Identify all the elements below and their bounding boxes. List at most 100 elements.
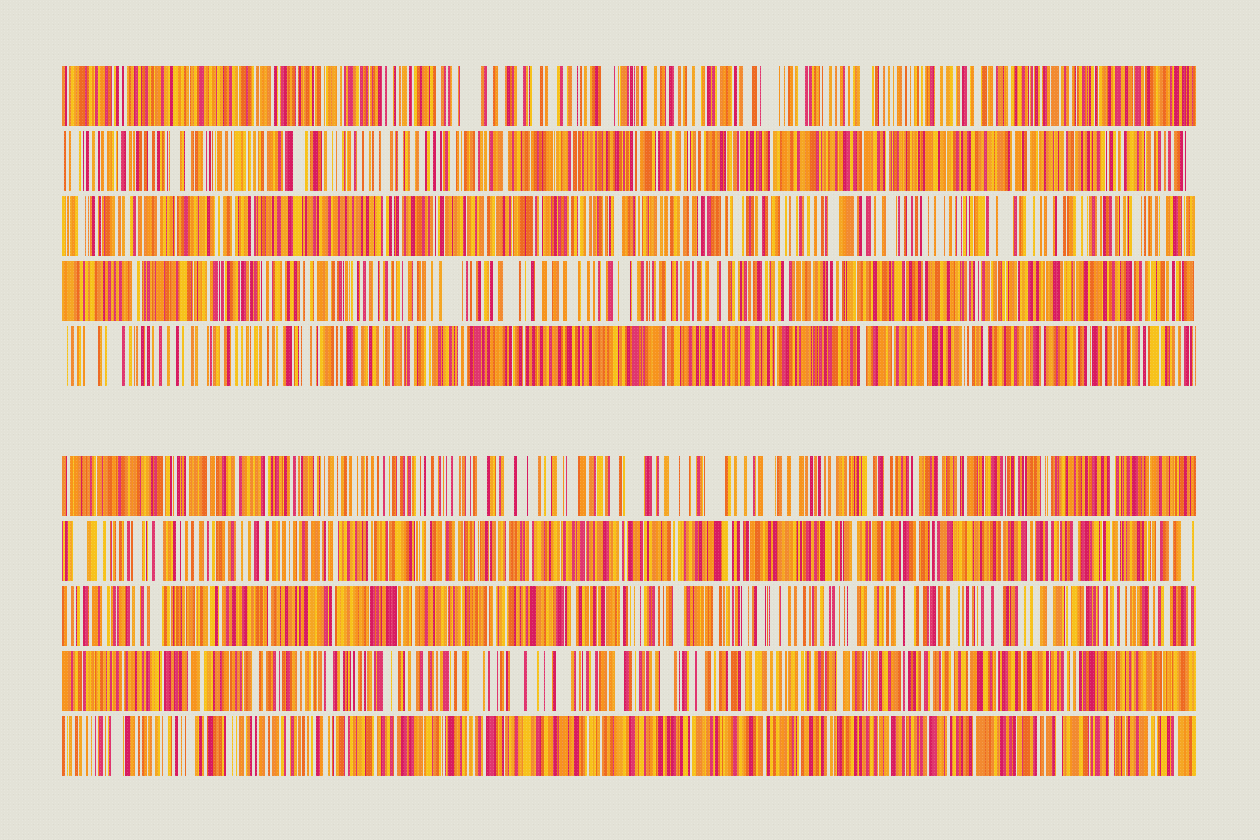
stripe bbox=[1164, 716, 1167, 776]
stripe bbox=[424, 261, 425, 321]
stripe bbox=[1092, 261, 1094, 321]
stripe bbox=[772, 716, 773, 776]
stripe bbox=[1071, 261, 1072, 321]
stripe bbox=[1053, 131, 1054, 191]
stripe bbox=[474, 326, 477, 386]
stripe bbox=[960, 456, 961, 516]
stripe bbox=[540, 521, 541, 581]
stripe bbox=[738, 326, 740, 386]
stripe bbox=[474, 196, 475, 256]
stripe bbox=[829, 586, 831, 646]
stripe bbox=[362, 521, 363, 581]
stripe bbox=[996, 66, 998, 126]
stripe bbox=[337, 651, 338, 711]
stripe bbox=[934, 716, 937, 776]
stripe bbox=[1066, 66, 1067, 126]
stripe bbox=[440, 196, 443, 256]
stripe bbox=[1078, 131, 1080, 191]
stripe bbox=[600, 326, 603, 386]
stripe bbox=[1067, 521, 1068, 581]
stripe bbox=[138, 716, 140, 776]
stripe bbox=[253, 261, 254, 321]
stripe bbox=[1033, 131, 1036, 191]
stripe bbox=[1127, 326, 1130, 386]
stripe bbox=[198, 196, 199, 256]
stripe bbox=[789, 261, 792, 321]
stripe bbox=[615, 131, 616, 191]
stripe bbox=[1042, 651, 1043, 711]
stripe bbox=[828, 456, 831, 516]
stripe bbox=[796, 716, 797, 776]
stripe bbox=[669, 521, 671, 581]
stripe bbox=[965, 521, 967, 581]
stripe bbox=[443, 651, 446, 711]
stripe bbox=[414, 66, 417, 126]
stripe bbox=[642, 326, 643, 386]
stripe bbox=[1092, 586, 1093, 646]
stripe bbox=[82, 66, 85, 126]
stripe bbox=[493, 326, 495, 386]
stripe bbox=[481, 196, 484, 256]
stripe bbox=[1015, 261, 1017, 321]
stripe bbox=[353, 716, 354, 776]
stripe bbox=[813, 326, 815, 386]
stripe bbox=[728, 716, 731, 776]
stripe bbox=[815, 261, 818, 321]
stripe bbox=[1069, 456, 1072, 516]
stripe bbox=[612, 651, 615, 711]
stripe bbox=[695, 196, 696, 256]
stripe bbox=[927, 326, 928, 386]
stripe bbox=[1022, 131, 1024, 191]
stripe bbox=[885, 131, 886, 191]
stripe bbox=[362, 716, 365, 776]
stripe bbox=[809, 326, 810, 386]
stripe bbox=[364, 651, 366, 711]
stripe bbox=[490, 521, 492, 581]
stripe bbox=[803, 521, 806, 581]
stripe bbox=[1174, 651, 1177, 711]
stripe bbox=[956, 716, 959, 776]
stripe bbox=[1134, 521, 1135, 581]
stripe bbox=[696, 196, 697, 256]
stripe bbox=[310, 66, 312, 126]
stripe bbox=[376, 586, 379, 646]
stripe bbox=[400, 456, 403, 516]
stripe bbox=[597, 196, 599, 256]
stripe bbox=[930, 456, 932, 516]
stripe bbox=[534, 716, 536, 776]
stripe bbox=[102, 196, 104, 256]
stripe bbox=[888, 651, 891, 711]
stripe bbox=[864, 586, 867, 646]
stripe bbox=[731, 326, 732, 386]
stripe bbox=[567, 66, 568, 126]
stripe bbox=[238, 196, 239, 256]
stripe bbox=[427, 196, 428, 256]
stripe bbox=[874, 586, 877, 646]
stripe bbox=[994, 261, 997, 321]
stripe bbox=[1160, 521, 1163, 581]
stripe bbox=[122, 261, 124, 321]
stripe bbox=[231, 456, 234, 516]
stripe bbox=[1039, 651, 1042, 711]
stripe bbox=[1027, 456, 1028, 516]
stripe bbox=[544, 586, 546, 646]
stripe bbox=[1030, 716, 1033, 776]
stripe bbox=[256, 196, 257, 256]
stripe bbox=[856, 131, 857, 191]
stripe bbox=[745, 326, 747, 386]
stripe bbox=[781, 716, 784, 776]
stripe bbox=[1176, 521, 1178, 581]
stripe bbox=[668, 326, 671, 386]
stripe bbox=[743, 521, 744, 581]
stripe bbox=[579, 716, 580, 776]
stripe bbox=[389, 521, 392, 581]
stripe bbox=[951, 261, 954, 321]
stripe bbox=[90, 261, 92, 321]
stripe bbox=[810, 326, 811, 386]
stripe bbox=[796, 196, 798, 256]
stripe bbox=[452, 326, 454, 386]
stripe bbox=[160, 131, 162, 191]
stripe bbox=[987, 131, 990, 191]
stripe bbox=[379, 196, 381, 256]
stripe bbox=[1193, 261, 1194, 321]
